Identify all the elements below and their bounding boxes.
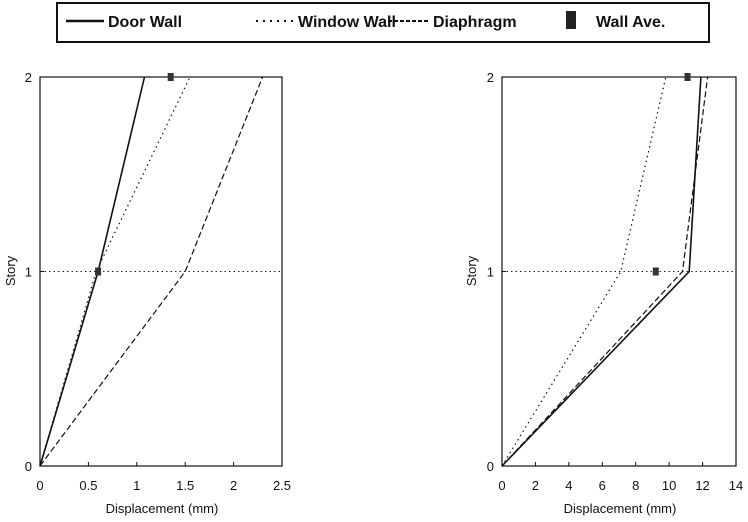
chart-left: Story Displacement (mm) 0 0.5 1 1.5 2 2.5 0 1 2 xyxy=(3,70,291,516)
x-tick-label-left: 0 xyxy=(36,478,43,493)
x-tick-label-left: 2 xyxy=(230,478,237,493)
series-line-diaphragm-left xyxy=(39,76,264,467)
x-tick-label-right: 10 xyxy=(662,478,676,493)
series-line-window-wall-left xyxy=(39,76,191,467)
legend: Door Wall Window Wall Diaphragm Wall Ave… xyxy=(56,2,710,43)
x-tick-label-left: 2.5 xyxy=(273,478,291,493)
y-tick-label-right: 2 xyxy=(487,70,494,85)
ylabel-right: Story xyxy=(464,255,479,286)
y-tick-label-right: 0 xyxy=(487,459,494,474)
legend-label-wall-ave: Wall Ave. xyxy=(596,14,665,31)
series-line-door-wall-right xyxy=(501,76,702,467)
legend-frame xyxy=(56,2,710,43)
x-tick-label-right: 2 xyxy=(532,478,539,493)
y-tick-label-right: 1 xyxy=(487,265,494,280)
x-tick-label-right: 12 xyxy=(695,478,709,493)
x-tick-label-left: 0.5 xyxy=(79,478,97,493)
x-tick-label-right: 6 xyxy=(599,478,606,493)
x-tick-label-right: 4 xyxy=(565,478,572,493)
marker-wall-ave-left xyxy=(95,267,102,276)
y-tick-label-left: 1 xyxy=(25,265,32,280)
series-line-window-wall-right xyxy=(501,76,667,467)
marker-wall-ave-right xyxy=(652,267,659,276)
x-tick-label-right: 14 xyxy=(729,478,743,493)
series-line-door-wall-left xyxy=(39,76,146,467)
x-tick-label-left: 1.5 xyxy=(176,478,194,493)
y-tick-label-left: 2 xyxy=(25,70,32,85)
series-line-diaphragm-right xyxy=(501,76,709,467)
legend-label-window-wall: Window Wall xyxy=(298,14,396,31)
legend-label-door-wall: Door Wall xyxy=(108,14,182,31)
x-tick-label-left: 1 xyxy=(133,478,140,493)
x-tick-label-right: 0 xyxy=(498,478,505,493)
legend-label-diaphragm: Diaphragm xyxy=(433,14,517,31)
marker-wall-ave-left xyxy=(167,73,174,81)
marker-wall-ave-right xyxy=(684,73,691,81)
xlabel-right: Displacement (mm) xyxy=(564,501,677,516)
xlabel-left: Displacement (mm) xyxy=(106,501,219,516)
x-tick-label-right: 8 xyxy=(632,478,639,493)
legend-marker-wall-ave xyxy=(566,11,576,29)
ylabel-left: Story xyxy=(3,255,18,286)
y-tick-label-left: 0 xyxy=(25,459,32,474)
